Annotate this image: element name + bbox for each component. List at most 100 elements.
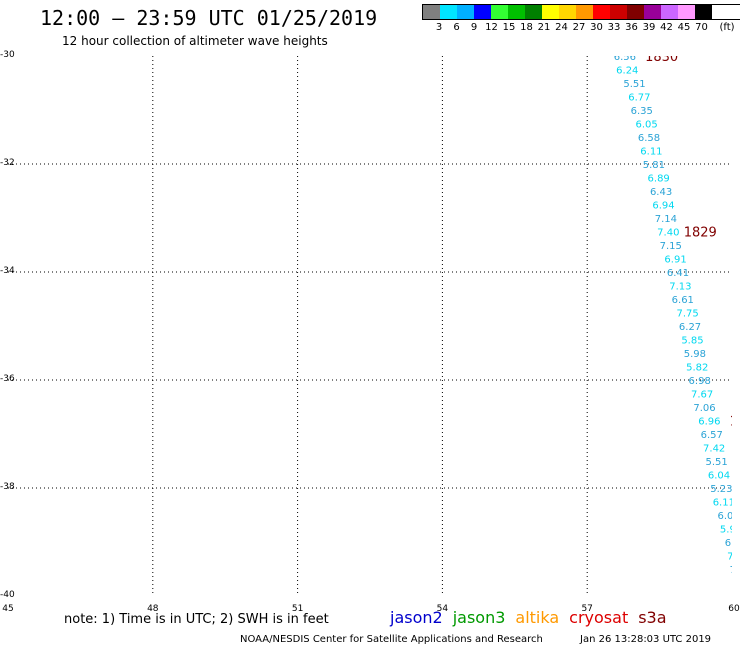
legend-color-bar [422,4,740,20]
wave-height-observation: 5.85 [681,336,703,347]
latitude-label: -40 [0,590,15,600]
footer-credit: NOAA/NESDIS Center for Satellite Applica… [240,634,543,645]
legend-label: 12 [485,22,498,33]
footer-note: note: 1) Time is in UTC; 2) SWH is in fe… [64,612,329,627]
wave-height-observation: 6.89 [648,174,670,185]
wave-height-observation: 7.14 [655,214,677,225]
wave-height-observation: 6.96 [698,417,720,428]
legend-label: 9 [470,22,478,33]
legend-label: 33 [607,22,621,33]
legend-swatch [661,5,678,19]
legend-label: (ft) [719,22,735,33]
latitude-label: -38 [0,482,15,492]
wave-height-observation: 6.27 [679,322,701,333]
pass-time-label: 1830 [645,56,678,65]
latitude-label: -36 [0,374,15,384]
legend-label: 18 [520,22,533,33]
wave-height-observation: 7.40 [657,228,679,239]
wave-height-observation: 6.24 [616,66,638,77]
satellite-name: s3a [638,608,667,627]
legend-label: 27 [572,22,586,33]
legend-label: 21 [537,22,551,33]
wave-height-observation: 6.04 [708,471,730,482]
wave-height-observation: 5.82 [686,363,708,374]
legend-swatch [695,5,712,19]
map-plot: 6.56 6.24 5.51 6.77 6.35 6.05 6.58 6.11 5.81 6.89… [8,56,732,596]
wave-height-observation: 5.23 [710,484,732,495]
wave-height-observation: 6.11 [713,498,732,509]
wave-height-observation: 7.42 [703,444,725,455]
legend-swatch [610,5,627,19]
wave-height-legend: 3 6 9 12 15 18 21 24 27 30 33 36 39 42 45 70 (ft) [422,4,740,34]
legend-label: 45 [677,22,691,33]
wave-height-observation: 6.11 [640,147,662,158]
legend-label: 30 [590,22,603,33]
latitude-label: -30 [0,50,15,60]
wave-height-observation: 5.9 [720,525,732,536]
legend-swatch [576,5,593,19]
wave-height-observation: 6.94 [652,201,674,212]
wave-height-observation: 7 [730,565,732,576]
wave-height-observation: 5.98 [684,349,706,360]
wave-height-observation: 6.98 [689,376,711,387]
wave-height-observation: 6.35 [631,106,653,117]
legend-swatch [678,5,695,19]
wave-height-observation: 6.41 [667,268,689,279]
longitude-label: 48 [147,604,159,614]
map-area: 6.56 6.24 5.51 6.77 6.35 6.05 6.58 6.11 5.81 6.89… [8,56,732,596]
footer-timestamp: Jan 26 13:28:03 UTC 2019 [580,634,712,645]
satellite-name: cryosat [569,608,629,627]
legend-label: 3 [435,22,443,33]
wave-height-observation: 5.81 [643,160,665,171]
legend-label: 6 [453,22,460,33]
wave-height-observation: 7.15 [660,241,682,252]
legend-swatch [457,5,474,19]
wave-height-observation: 7.75 [676,309,698,320]
satellite-name: jason2 [390,608,443,627]
wave-height-observation: 6.05 [635,120,657,131]
latitude-label: -34 [0,266,15,276]
wave-height-observation: 6. [725,538,732,549]
longitude-label: 45 [2,604,14,614]
wave-height-observation: 7. [727,552,732,563]
wave-height-observation: 7.13 [669,282,691,293]
wave-height-observation: 6.77 [628,93,650,104]
wave-height-observation: 7.67 [691,390,713,401]
wave-height-observation: 6.61 [672,295,694,306]
wave-height-observation: 5.51 [623,79,645,90]
legend-label: 39 [642,22,656,33]
pass-time-label: 1829 [684,226,717,241]
legend-swatch [440,5,457,19]
longitude-label: 60 [728,604,740,614]
satellite-name: altika [515,608,560,627]
legend-swatch [644,5,661,19]
legend-swatch [593,5,610,19]
satellite-name: jason3 [452,608,506,627]
legend-swatch [423,5,440,19]
legend-swatch [491,5,508,19]
legend-labels: 3 6 9 12 15 18 21 24 27 30 33 36 39 42 45 70 (ft) [422,20,740,34]
legend-label: 70 [695,22,708,33]
wave-height-observation: 6.57 [701,430,723,441]
satellite-key: jason2 jason3 altika cryosat s3a [390,608,677,627]
wave-height-observation: 6.0 [718,511,732,522]
legend-swatch [474,5,491,19]
wave-height-observation: 6.56 [614,56,636,63]
wave-height-observation: 5.51 [705,457,727,468]
legend-swatch [525,5,542,19]
legend-label: 36 [625,22,638,33]
latitude-label: -32 [0,158,15,168]
map-subtitle: 12 hour collection of altimeter wave hei… [62,34,328,48]
legend-swatch [559,5,576,19]
wave-height-observation: 7.06 [693,403,715,414]
legend-swatch [508,5,525,19]
wave-height-observation: 6.43 [650,187,672,198]
pass-time-label: 1 [730,415,732,430]
longitude-label: 51 [291,604,304,614]
legend-swatch [542,5,559,19]
wave-height-observation: 6.58 [638,133,660,144]
legend-swatch [627,5,644,19]
longitude-label: 57 [581,604,593,614]
wave-height-observation: 6.91 [664,255,686,266]
map-title: 12:00 – 23:59 UTC 01/25/2019 [40,6,378,30]
